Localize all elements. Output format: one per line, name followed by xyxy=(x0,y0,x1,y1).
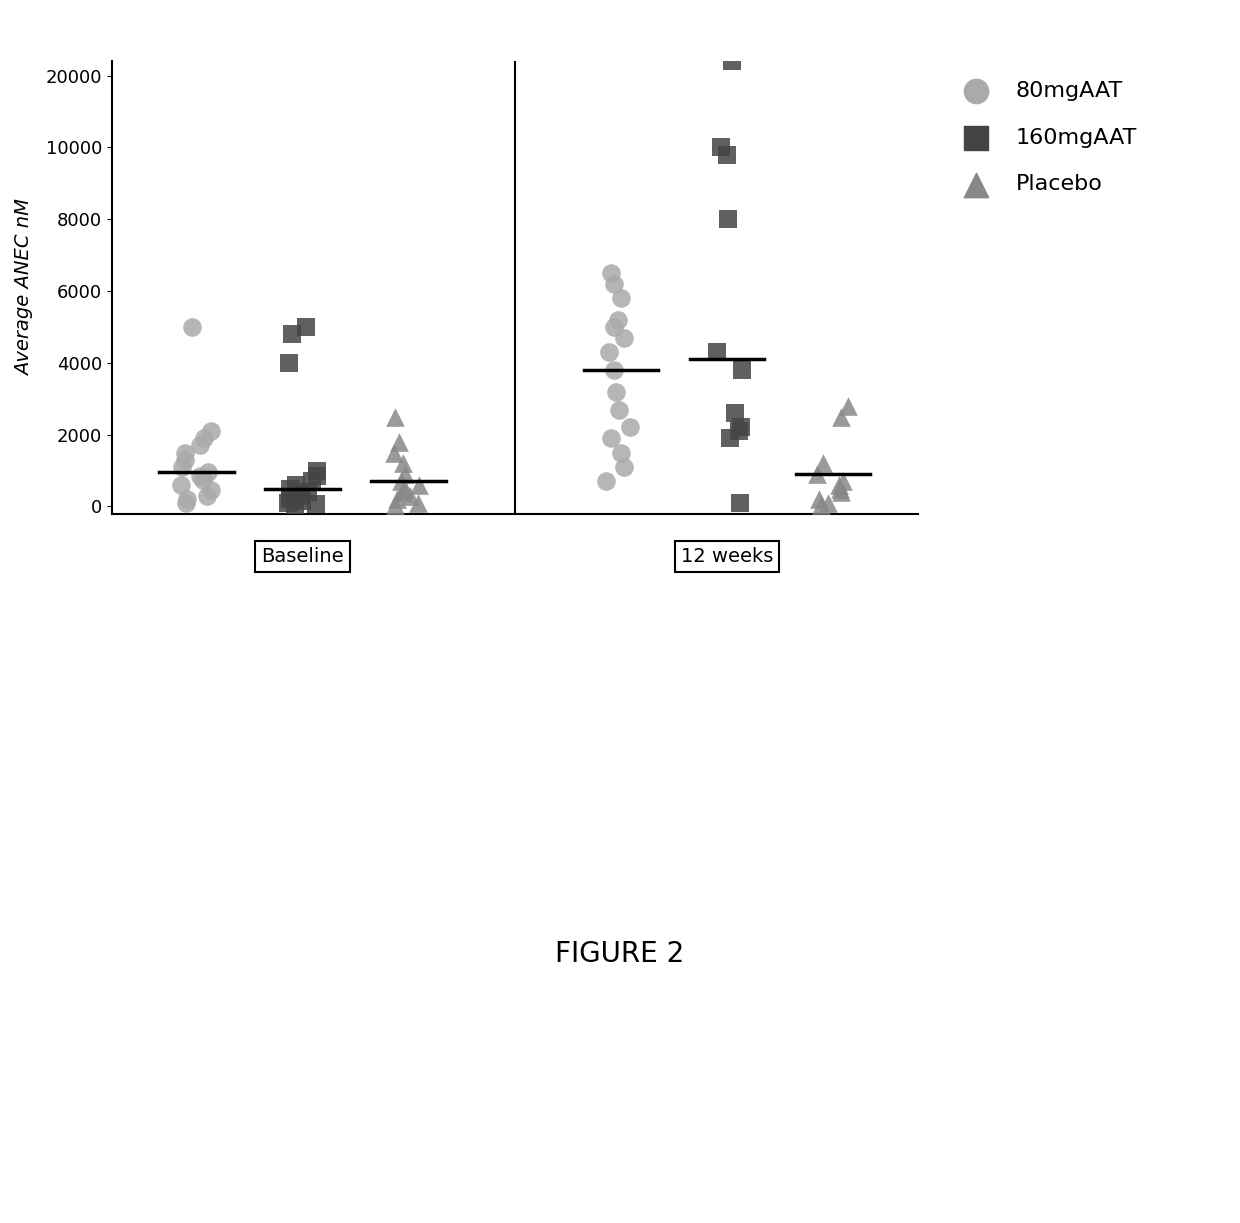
Point xyxy=(614,328,634,347)
Point xyxy=(190,466,210,486)
Point xyxy=(281,324,301,344)
Point xyxy=(605,274,625,294)
Point xyxy=(193,428,213,448)
Point xyxy=(387,489,407,509)
Point xyxy=(193,470,213,489)
Point xyxy=(308,466,327,486)
Point xyxy=(305,494,325,514)
Point xyxy=(600,263,620,283)
Point xyxy=(707,342,727,362)
Point xyxy=(620,418,640,438)
Point xyxy=(286,476,306,495)
Point xyxy=(718,209,738,229)
Point xyxy=(818,493,838,512)
Point xyxy=(830,478,849,498)
Point xyxy=(730,418,750,438)
Point xyxy=(190,435,210,455)
Point xyxy=(197,486,217,505)
Point xyxy=(386,407,405,427)
Point xyxy=(813,454,833,473)
Point xyxy=(611,289,631,308)
Point xyxy=(811,495,831,515)
Point xyxy=(401,486,420,505)
Point xyxy=(290,486,310,505)
Point xyxy=(604,317,624,336)
Point xyxy=(299,482,319,501)
Point xyxy=(614,457,634,477)
Point xyxy=(176,450,196,470)
Point xyxy=(182,317,202,336)
Point xyxy=(711,137,730,157)
Point xyxy=(832,482,852,501)
Point xyxy=(599,342,619,362)
Point xyxy=(389,432,409,451)
Text: Baseline: Baseline xyxy=(262,547,343,566)
Point xyxy=(280,489,300,509)
Point xyxy=(176,443,196,462)
Point xyxy=(285,495,305,515)
Point xyxy=(303,472,322,492)
Point xyxy=(833,472,853,492)
Point xyxy=(409,476,429,495)
Point xyxy=(280,478,300,498)
Point xyxy=(408,493,428,512)
Point xyxy=(306,461,326,481)
Point xyxy=(732,361,751,380)
Point xyxy=(396,465,415,484)
Point xyxy=(394,478,414,498)
Point xyxy=(279,353,299,373)
Point xyxy=(278,493,298,512)
Point xyxy=(198,462,218,482)
Text: 12 weeks: 12 weeks xyxy=(681,547,773,566)
Point xyxy=(611,443,631,462)
Point xyxy=(718,144,738,164)
Point xyxy=(201,421,221,440)
Point xyxy=(722,51,742,71)
Point xyxy=(296,317,316,336)
Legend: 80mgAAT, 160mgAAT, Placebo: 80mgAAT, 160mgAAT, Placebo xyxy=(945,72,1146,203)
Point xyxy=(725,404,745,423)
Point xyxy=(293,492,312,511)
Point xyxy=(171,476,191,495)
Point xyxy=(832,407,852,427)
Point xyxy=(807,465,827,484)
Point xyxy=(601,428,621,448)
Point xyxy=(720,428,740,448)
Point xyxy=(201,481,221,500)
Point xyxy=(729,421,749,440)
Point xyxy=(830,476,849,495)
Point xyxy=(386,495,405,515)
Text: FIGURE 2: FIGURE 2 xyxy=(556,940,684,967)
Point xyxy=(604,361,624,380)
Y-axis label: Average ANEC nM: Average ANEC nM xyxy=(15,199,35,375)
Point xyxy=(609,309,629,329)
Point xyxy=(177,489,197,509)
Point xyxy=(606,382,626,401)
Point xyxy=(730,493,750,512)
Point xyxy=(609,400,629,419)
Point xyxy=(172,457,192,477)
Point xyxy=(810,489,830,509)
Point xyxy=(392,482,412,501)
Point xyxy=(384,443,404,462)
Point xyxy=(838,396,858,416)
Point xyxy=(176,493,196,512)
Point xyxy=(392,472,412,492)
Point xyxy=(596,472,616,492)
Point xyxy=(393,454,413,473)
